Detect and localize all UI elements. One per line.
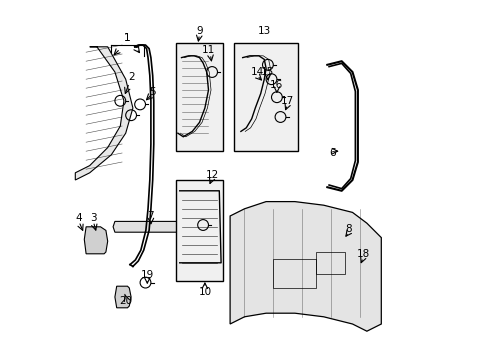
Text: 4: 4: [76, 213, 82, 223]
Bar: [176, 180, 223, 281]
Text: 20: 20: [119, 296, 132, 306]
Text: 5: 5: [149, 87, 156, 97]
Text: 9: 9: [196, 26, 203, 36]
Polygon shape: [113, 221, 185, 232]
Text: 2: 2: [127, 72, 134, 82]
Text: 6: 6: [329, 148, 335, 158]
PathPatch shape: [75, 47, 133, 180]
Text: 12: 12: [205, 170, 218, 180]
Polygon shape: [115, 286, 131, 308]
Text: 8: 8: [345, 224, 351, 234]
Bar: [176, 43, 223, 151]
Text: 14: 14: [250, 67, 263, 77]
Text: 10: 10: [198, 287, 211, 297]
Bar: [273, 259, 316, 288]
Text: 11: 11: [202, 45, 215, 55]
Bar: [316, 252, 345, 274]
Text: 1: 1: [124, 33, 131, 43]
Polygon shape: [325, 239, 343, 252]
Polygon shape: [230, 202, 381, 331]
Text: 13: 13: [257, 26, 270, 36]
Text: 3: 3: [90, 213, 97, 223]
Text: 15: 15: [261, 67, 274, 77]
Text: 17: 17: [281, 96, 294, 106]
Text: 1: 1: [124, 33, 131, 43]
Bar: [233, 43, 298, 151]
Polygon shape: [84, 227, 107, 254]
Text: 19: 19: [141, 270, 154, 280]
Text: 18: 18: [356, 249, 369, 259]
Text: 16: 16: [270, 80, 283, 90]
Text: 7: 7: [147, 211, 154, 221]
